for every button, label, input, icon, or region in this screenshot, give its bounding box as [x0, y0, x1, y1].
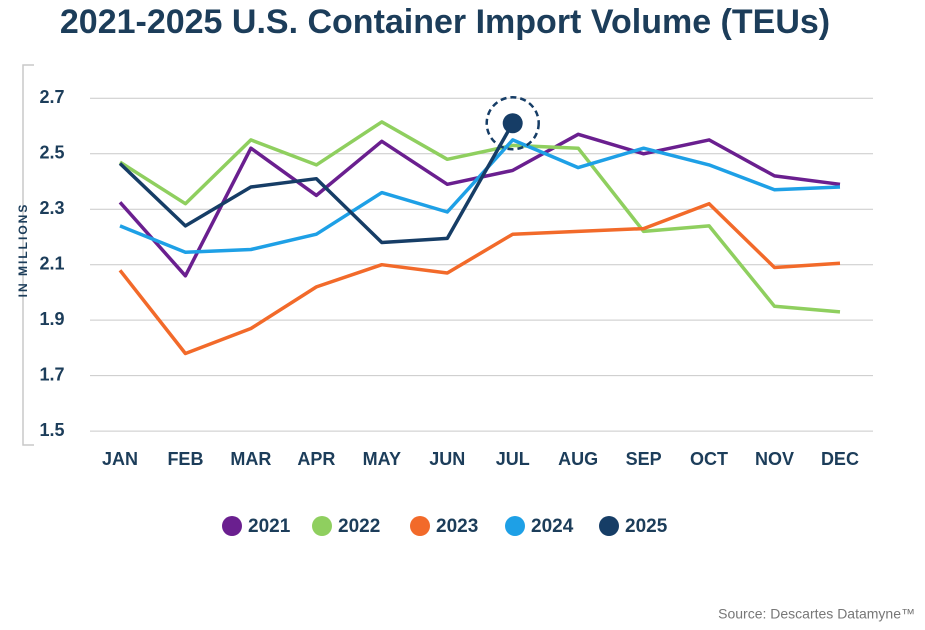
x-tick-label: FEB	[167, 449, 203, 469]
x-tick-label: SEP	[626, 449, 662, 469]
x-tick-label: JUL	[496, 449, 530, 469]
source: Source: Descartes Datamyne™	[718, 606, 915, 622]
legend-swatch	[222, 516, 242, 536]
legend-swatch	[599, 516, 619, 536]
y-tick-label: 1.7	[39, 364, 64, 384]
legend-swatch	[312, 516, 332, 536]
legend-label: 2023	[436, 516, 478, 537]
legend-label: 2022	[338, 516, 380, 537]
y-tick-label: 2.1	[39, 253, 64, 273]
x-tick-label: OCT	[690, 449, 728, 469]
legend-swatch	[505, 516, 525, 536]
legend-label: 2021	[248, 516, 291, 537]
legend-swatch	[410, 516, 430, 536]
x-tick-label: DEC	[821, 449, 859, 469]
legend-label: 2024	[531, 516, 574, 537]
axis-bracket	[22, 64, 34, 446]
x-tick-label: NOV	[755, 449, 794, 469]
y-tick-label: 2.7	[39, 87, 64, 107]
x-tick-label: APR	[297, 449, 335, 469]
highlight-point	[502, 113, 523, 134]
x-tick-label: JAN	[102, 449, 138, 469]
highlight-ring	[485, 95, 540, 151]
x-tick-label: MAR	[230, 449, 271, 469]
x-tick-label: JUN	[429, 449, 465, 469]
y-tick-label: 2.3	[39, 198, 64, 218]
legend-label: 2025	[625, 516, 668, 537]
series-line	[118, 122, 515, 245]
x-tick-label: AUG	[558, 449, 598, 469]
series-line	[118, 201, 841, 356]
y-tick-label: 1.9	[39, 309, 64, 329]
y-tick-label: 1.5	[39, 420, 64, 440]
y-axis-label: IN MILLIONS	[16, 203, 30, 298]
chart-title: 2021-2025 U.S. Container Import Volume (…	[60, 3, 830, 41]
x-tick-label: MAY	[363, 449, 401, 469]
series-line	[119, 120, 841, 314]
series-line	[119, 138, 841, 254]
y-tick-label: 2.5	[39, 143, 64, 163]
